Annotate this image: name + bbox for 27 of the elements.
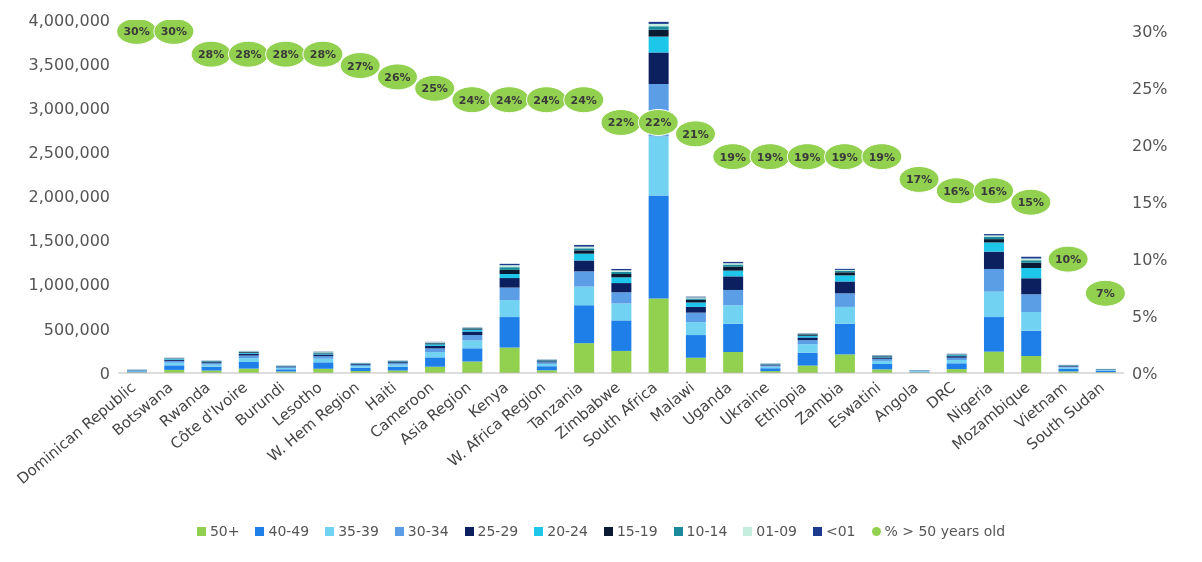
legend-label: 01-09: [755, 523, 797, 539]
y2-tick-label: 25%: [1132, 79, 1168, 98]
legend-label: 35-39: [337, 523, 379, 539]
y-tick-label: 4,000,000: [28, 10, 110, 30]
legend-label: 30-34: [406, 523, 449, 539]
legend-label: 50+: [208, 523, 240, 539]
y2-tick-label: 5%: [1132, 306, 1158, 326]
y-tick-label: 1,000,000: [28, 275, 110, 295]
y-tick-label: 500,000: [43, 319, 110, 339]
y2-tick-label: 15%: [1132, 192, 1168, 212]
y-tick-label: 1,500,000: [28, 231, 110, 251]
y-tick-label: 3,500,000: [28, 54, 110, 74]
legend-label: <01: [825, 523, 856, 539]
y2-tick-label: 30%: [1132, 22, 1168, 42]
y-tick-label: 2,500,000: [28, 143, 110, 163]
legend-label: 25-29: [476, 523, 519, 539]
y-tick-label: 3,000,000: [28, 98, 110, 118]
legend-label: 15-19: [615, 523, 658, 539]
y2-tick-label: 10%: [1132, 249, 1168, 269]
legend-label: 40-49: [267, 523, 310, 539]
y-tick-label: 2,000,000: [28, 187, 110, 207]
legend-label: 20-24: [546, 523, 588, 539]
legend-label: % > 50 years old: [883, 523, 1006, 539]
y2-tick-label: 20%: [1132, 135, 1168, 155]
legend-label: 10-14: [685, 523, 728, 539]
y-tick-label: 0: [99, 363, 110, 383]
y2-tick-label: 0%: [1132, 363, 1158, 383]
